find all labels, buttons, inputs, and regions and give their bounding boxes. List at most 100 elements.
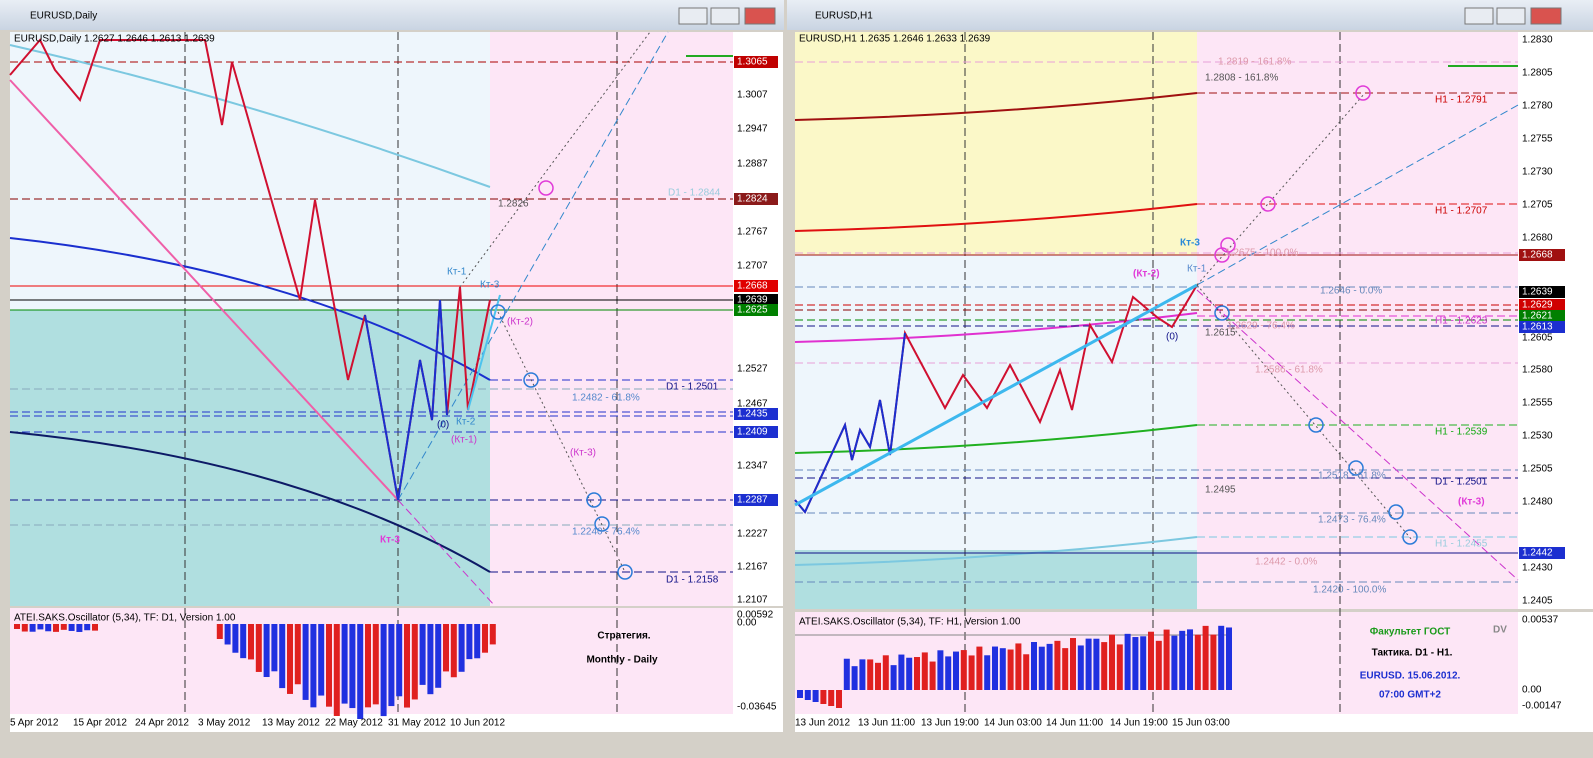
left-price-axis [733, 32, 783, 606]
osc-bar [396, 624, 403, 697]
chart-label: H1 - 1.2539 [1435, 427, 1488, 438]
osc-bar [1226, 627, 1232, 690]
price-box [734, 408, 778, 420]
osc-bar [1085, 638, 1092, 690]
chart-label: D1 - 1.2844 [668, 188, 721, 199]
osc-bar [867, 659, 874, 690]
chart-label: 1.2646 - 0.0% [1320, 286, 1382, 297]
price-label: 1.2629 [1522, 300, 1553, 311]
price-box [734, 304, 778, 316]
osc-bar [1031, 642, 1037, 690]
price-label: 1.2347 [737, 461, 768, 472]
osc-bar [836, 690, 842, 708]
right-osc-axis [1518, 612, 1593, 714]
left-osc-axis [733, 608, 783, 714]
price-label: 1.2947 [737, 124, 768, 135]
time-label: 5 Apr 2012 [10, 718, 59, 729]
chart-label: 1.2586 - 61.8% [1255, 365, 1323, 376]
chart-label: Кт-2 [456, 417, 476, 428]
price-label: 1.2805 [1522, 68, 1553, 79]
price-box [1519, 321, 1565, 333]
right-title-bar[interactable] [787, 0, 1593, 30]
window-buttons[interactable] [678, 7, 1562, 25]
chart-label: (Кт-2) [507, 317, 533, 328]
chart-label: 1.2482 - 61.8% [572, 393, 640, 404]
osc-bar [450, 624, 457, 678]
chart-label: 1.2826 [498, 199, 529, 210]
chart-label: (Кт-3) [570, 448, 596, 459]
caption: Тактика. D1 - H1. [1372, 648, 1453, 659]
osc-bar [240, 624, 247, 659]
price-label: 1.2435 [737, 409, 768, 420]
chart-label: 1.2495 [1205, 485, 1236, 496]
chart-label: H1 - 1.2455 [1435, 539, 1488, 550]
osc-bar [1046, 643, 1053, 690]
osc-bar [945, 656, 952, 690]
osc-bar [1202, 625, 1209, 690]
osc-bar [1077, 645, 1084, 690]
osc-axis-label: 0.00 [737, 618, 757, 629]
left-title-bar[interactable] [0, 0, 784, 30]
price-box [734, 193, 778, 205]
osc-bar [326, 624, 332, 707]
price-box [1519, 299, 1565, 311]
osc-bar [1210, 634, 1217, 690]
price-label: 1.2767 [737, 227, 768, 238]
osc-axis-label: 0.00592 [737, 610, 774, 621]
osc-bar [937, 650, 944, 690]
price-label: 1.2605 [1522, 333, 1553, 344]
osc-bar [458, 624, 465, 672]
osc-bar [411, 624, 418, 700]
left-oscillator [10, 608, 733, 714]
osc-bar [60, 624, 67, 630]
time-label: 13 May 2012 [262, 718, 320, 729]
osc-bar [1132, 637, 1139, 690]
price-label: 1.2621 [1522, 311, 1553, 322]
left-lines [9, 31, 733, 714]
osc-bar [1038, 646, 1045, 690]
osc-bar [1062, 648, 1069, 690]
price-label: 1.2430 [1522, 563, 1553, 574]
osc-bar [1171, 635, 1178, 690]
osc-bar [21, 624, 28, 632]
price-label: 1.2527 [737, 364, 768, 375]
osc-bar [435, 624, 442, 688]
time-label: 14 Jun 03:00 [984, 718, 1042, 729]
osc-bar [333, 624, 340, 716]
price-label: 1.2405 [1522, 596, 1553, 607]
price-label: 1.2780 [1522, 101, 1553, 112]
osc-bar [349, 624, 356, 709]
osc-bar [898, 654, 905, 690]
price-label: 1.2887 [737, 159, 768, 170]
chart-label: (Кт-2) [1133, 269, 1160, 280]
time-label: 13 Jun 2012 [795, 718, 850, 729]
price-label: 1.2227 [737, 529, 768, 540]
price-label: 1.2639 [737, 295, 768, 306]
osc-bar [1070, 638, 1076, 690]
osc-bar [875, 662, 881, 690]
chart-label: Кт-1 [447, 267, 467, 278]
zone [10, 310, 490, 606]
osc-axis-label: -0.03645 [737, 702, 777, 713]
osc-bar [287, 624, 293, 694]
osc-bar [1093, 638, 1100, 690]
time-label: 3 May 2012 [198, 718, 251, 729]
osc-bar [976, 646, 983, 690]
osc-bar [341, 624, 348, 704]
chart-label: H1 - 1.2623 [1435, 316, 1488, 327]
osc-bar [1101, 642, 1108, 690]
chart-label: Кт-1 [1187, 264, 1207, 275]
osc-bar [92, 624, 98, 631]
chart-label: (0) [437, 420, 449, 431]
price-box [734, 294, 778, 306]
chart-label: Кт-3 [380, 535, 400, 546]
chart-label: 1.2629 - 76.4% [1227, 321, 1295, 332]
osc-bar [45, 624, 52, 632]
price-box [1519, 249, 1565, 261]
right-lines [794, 32, 1519, 714]
time-label: 10 Jun 2012 [450, 718, 505, 729]
price-label: 1.2625 [737, 305, 768, 316]
caption: Monthly - Daily [586, 655, 658, 666]
osc-bar [882, 655, 889, 690]
osc-bar [984, 655, 991, 690]
